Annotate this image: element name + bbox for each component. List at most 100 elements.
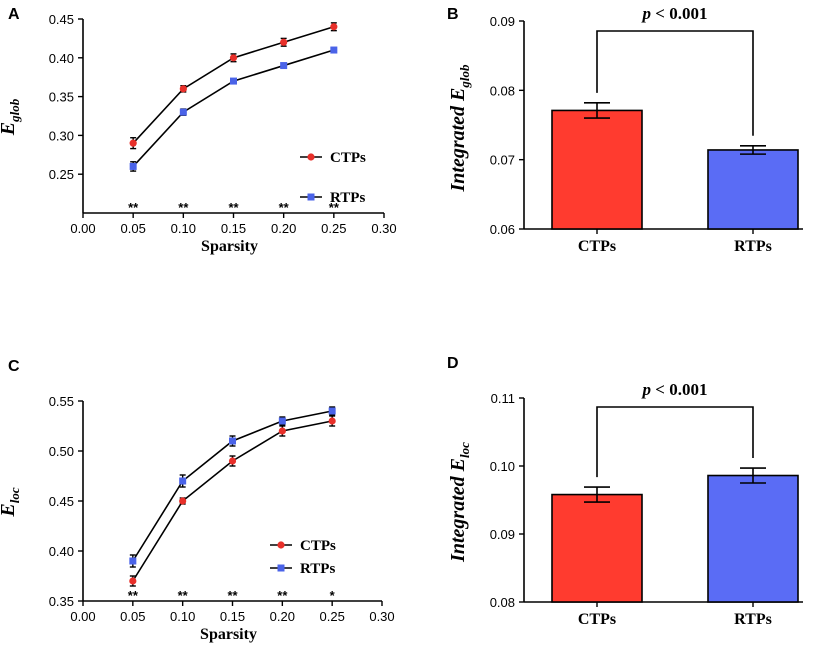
x-tick-label: 0.10 — [170, 609, 195, 624]
y-tick-label: 0.06 — [490, 222, 515, 237]
p-value-annotation: p < 0.001 — [641, 4, 708, 23]
data-point-ctps — [280, 38, 288, 46]
significance-marker: * — [330, 588, 336, 603]
data-point-ctps — [129, 139, 137, 147]
data-point-rtps — [129, 162, 137, 170]
p-value-annotation: p < 0.001 — [641, 380, 708, 399]
x-tick-label: 0.00 — [70, 221, 95, 236]
bar-rtps — [707, 149, 799, 230]
data-point-ctps — [179, 85, 187, 93]
x-tick-label: 0.25 — [321, 221, 346, 236]
significance-marker: ** — [178, 588, 189, 603]
y-tick-label: 0.08 — [490, 83, 515, 98]
panel-c: C 0.00 0.05 0.10 0.15 0.20 0.25 0.30 0.35 0.40 0.4… — [8, 358, 395, 643]
x-axis-label: Sparsity — [200, 626, 257, 643]
significance-marker: ** — [279, 200, 290, 215]
panel-d: D 0.08 0.09 0.10 0.11 CTPs RTPs p < 0.001 — [447, 355, 803, 628]
y-tick-label: 0.35 — [49, 594, 74, 609]
y-tick-label: 0.55 — [49, 394, 74, 409]
legend-marker-rtps — [277, 564, 285, 572]
panel-b: B 0.06 0.07 0.08 0.09 CTPs RTPs p < 0.001 — [447, 4, 803, 255]
data-point-rtps — [280, 62, 288, 70]
significance-marker: ** — [329, 200, 340, 215]
x-tick-label: 0.30 — [371, 221, 396, 236]
legend-marker-ctps — [307, 153, 315, 161]
y-tick-label: 0.40 — [49, 51, 74, 66]
y-tick-label: 0.10 — [490, 459, 515, 474]
data-point-rtps — [328, 407, 336, 415]
series-line-rtps — [132, 49, 335, 167]
x-tick-label: 0.20 — [270, 609, 295, 624]
legend-label-ctps: CTPs — [330, 150, 366, 166]
series-line-ctps — [132, 25, 335, 144]
category-label-ctps: CTPs — [578, 611, 616, 628]
y-axis-label: Integrated Eglob — [447, 64, 472, 193]
data-point-rtps — [230, 77, 237, 85]
legend-label-rtps: RTPs — [300, 561, 335, 577]
data-point-rtps — [179, 477, 187, 485]
y-tick-label: 0.30 — [49, 128, 74, 143]
x-tick-label: 0.20 — [271, 221, 296, 236]
y-tick-label: 0.45 — [49, 12, 74, 27]
y-axis-label: Eloc — [0, 487, 22, 517]
x-tick-label: 0.10 — [171, 221, 196, 236]
x-tick-label: 0.00 — [70, 609, 95, 624]
data-point-ctps — [229, 54, 238, 62]
x-tick-label: 0.15 — [220, 609, 245, 624]
significance-marker: ** — [227, 588, 238, 603]
y-tick-label: 0.11 — [491, 391, 515, 406]
significance-marker: ** — [228, 200, 239, 215]
x-axis-label: Sparsity — [201, 238, 258, 255]
y-axis-label: Integrated Eloc — [447, 442, 472, 563]
panel-label: B — [447, 6, 459, 23]
y-axis-label: Eglob — [0, 98, 22, 136]
legend-marker-rtps — [307, 193, 315, 201]
legend-label-rtps: RTPs — [330, 190, 365, 206]
legend-marker-ctps — [277, 541, 285, 549]
bar-ctps — [551, 109, 643, 230]
data-point-ctps — [328, 417, 336, 425]
y-tick-label: 0.40 — [49, 544, 74, 559]
x-tick-label: 0.15 — [221, 221, 246, 236]
data-point-rtps — [278, 417, 286, 425]
legend: CTPs RTPs — [270, 538, 336, 577]
data-point-ctps — [228, 457, 237, 465]
data-point-rtps — [229, 437, 236, 445]
data-point-ctps — [129, 577, 137, 585]
x-tick-label: 0.05 — [120, 609, 145, 624]
category-label-rtps: RTPs — [734, 238, 772, 255]
y-tick-label: 0.35 — [49, 90, 74, 105]
x-tick-label: 0.25 — [320, 609, 345, 624]
x-tick-label: 0.05 — [121, 221, 146, 236]
data-point-ctps — [179, 497, 187, 505]
y-tick-label: 0.25 — [49, 167, 74, 182]
bar-ctps — [551, 493, 643, 603]
significance-marker: ** — [128, 200, 139, 215]
y-tick-label: 0.09 — [490, 14, 515, 29]
significance-bracket — [596, 30, 754, 136]
panel-label: A — [8, 6, 20, 23]
panel-a: A 0.00 0.05 0.10 0.15 0.20 0.25 0.30 0.25 0.30 0.3… — [8, 6, 397, 255]
significance-marker: ** — [128, 588, 139, 603]
data-point-rtps — [129, 557, 137, 565]
bar-rtps — [707, 474, 799, 603]
category-label-ctps: CTPs — [578, 238, 616, 255]
panel-label: C — [8, 358, 20, 375]
significance-bracket — [596, 406, 754, 478]
data-point-rtps — [179, 108, 187, 116]
y-tick-label: 0.09 — [490, 527, 515, 542]
panel-label: D — [447, 355, 459, 372]
y-tick-label: 0.45 — [49, 494, 74, 509]
legend-label-ctps: CTPs — [300, 538, 336, 554]
significance-marker: ** — [178, 200, 189, 215]
category-label-rtps: RTPs — [734, 611, 772, 628]
y-tick-label: 0.08 — [490, 595, 515, 610]
data-point-rtps — [330, 46, 338, 54]
significance-marker: ** — [277, 588, 288, 603]
y-tick-label: 0.50 — [49, 444, 74, 459]
x-tick-label: 0.30 — [369, 609, 394, 624]
data-point-ctps — [278, 427, 286, 435]
legend: CTPs RTPs — [300, 150, 366, 206]
data-point-ctps — [330, 23, 338, 31]
